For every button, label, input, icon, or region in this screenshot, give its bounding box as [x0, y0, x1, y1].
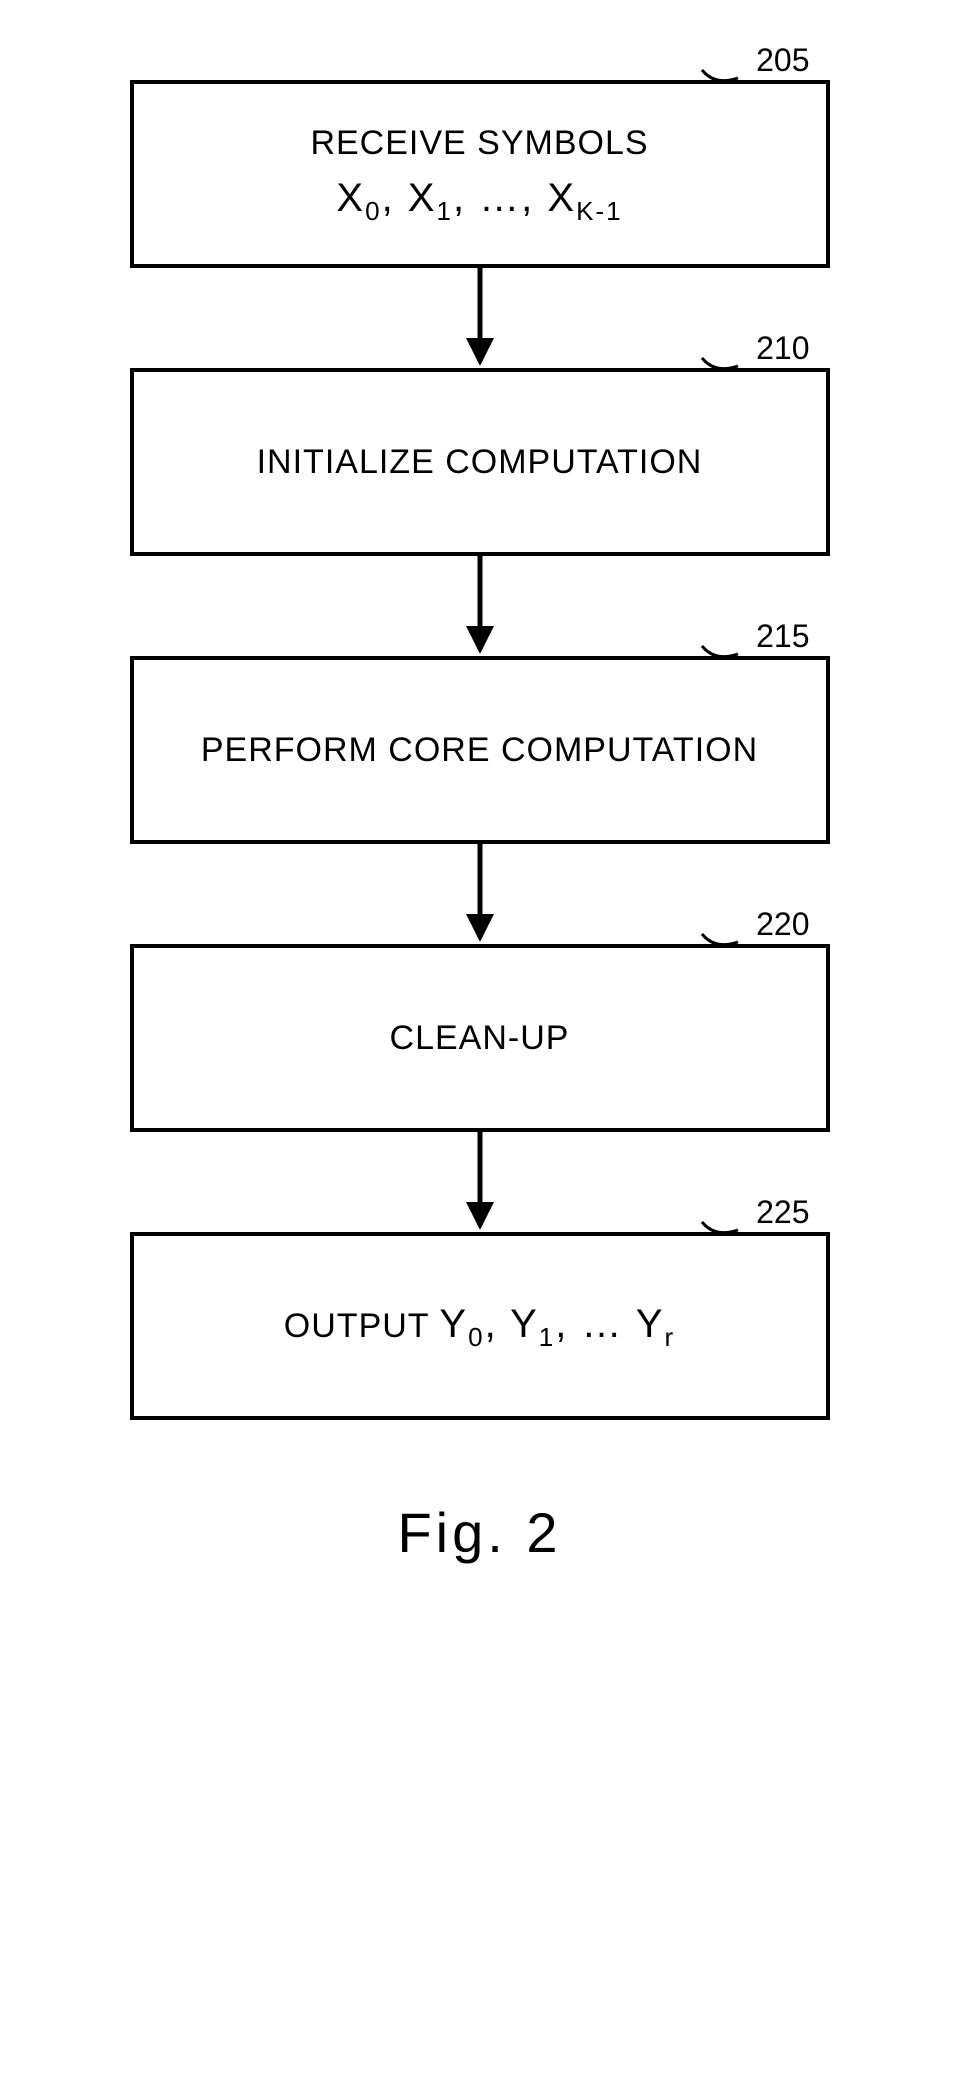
- ref-label: 205: [756, 42, 809, 79]
- flow-node: 205 RECEIVE SYMBOLS X0, X1, …, XK-1: [130, 80, 830, 268]
- ref-label: 225: [756, 1194, 809, 1231]
- flow-box-cleanup: CLEAN-UP: [130, 944, 830, 1132]
- flow-arrow: [130, 844, 830, 944]
- flow-node: 225 OUTPUT Y0, Y1, … Yr: [130, 1232, 830, 1420]
- ref-label: 215: [756, 618, 809, 655]
- figure-caption: Fig. 2: [130, 1500, 830, 1565]
- flow-node: 215 PERFORM CORE COMPUTATION: [130, 656, 830, 844]
- flow-box-perform: PERFORM CORE COMPUTATION: [130, 656, 830, 844]
- ref-tick-mark: [700, 356, 740, 376]
- ref-tick-mark: [700, 1220, 740, 1240]
- flow-arrow: [130, 1132, 830, 1232]
- box-title: RECEIVE SYMBOLS: [310, 121, 648, 165]
- box-subtext: X0, X1, …, XK-1: [336, 176, 622, 227]
- flow-arrow: [130, 556, 830, 656]
- box-title: PERFORM CORE COMPUTATION: [201, 728, 758, 772]
- flow-box-receive: RECEIVE SYMBOLS X0, X1, …, XK-1: [130, 80, 830, 268]
- box-title: INITIALIZE COMPUTATION: [257, 440, 703, 484]
- ref-label: 210: [756, 330, 809, 367]
- flow-box-initialize: INITIALIZE COMPUTATION: [130, 368, 830, 556]
- flowchart-container: 205 RECEIVE SYMBOLS X0, X1, …, XK-1 210 …: [130, 80, 830, 1565]
- box-title: OUTPUT Y0, Y1, … Yr: [284, 1298, 675, 1355]
- box-title: CLEAN-UP: [390, 1016, 570, 1060]
- flow-box-output: OUTPUT Y0, Y1, … Yr: [130, 1232, 830, 1420]
- box-subtext: Y0, Y1, … Yr: [439, 1302, 675, 1346]
- ref-label: 220: [756, 906, 809, 943]
- flow-node: 220 CLEAN-UP: [130, 944, 830, 1132]
- ref-tick-mark: [700, 68, 740, 88]
- ref-tick-mark: [700, 932, 740, 952]
- ref-tick-mark: [700, 644, 740, 664]
- flow-arrow: [130, 268, 830, 368]
- flow-node: 210 INITIALIZE COMPUTATION: [130, 368, 830, 556]
